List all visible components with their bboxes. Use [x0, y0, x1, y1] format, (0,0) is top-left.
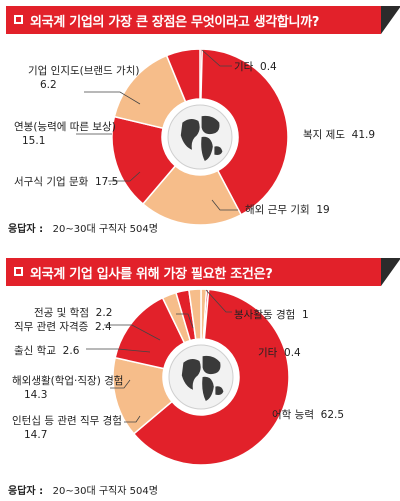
chart-2-label-abroad: 해외생활(학업·직장) 경험 14.3 — [12, 374, 123, 402]
respondents-label: 응답자 : — [8, 486, 44, 497]
slice-value: 0.4 — [284, 347, 301, 359]
slice-label: 복지 제도 — [303, 129, 345, 141]
leader-line — [124, 415, 141, 423]
chart-1-label-culture: 서구식 기업 문화 17.5 — [14, 175, 118, 189]
chart-1-label-welfare: 복지 제도 41.9 — [303, 128, 375, 142]
chart-panel-1: 외국계 기업의 가장 큰 장점은 무엇이라고 생각합니까? 기타 0.4 복지 … — [0, 0, 400, 245]
slice-label: 인턴십 등 관련 직무 경험 — [12, 415, 122, 427]
slice-label: 봉사활동 경험 — [234, 309, 296, 321]
chart-1-label-etc: 기타 0.4 — [234, 60, 277, 74]
leader-line — [104, 324, 161, 341]
leader-line — [86, 348, 151, 353]
respondents-label: 응답자 : — [8, 224, 44, 235]
slice-value: 2.2 — [95, 307, 113, 319]
globe-icon — [167, 104, 233, 170]
slice-label: 서구식 기업 문화 — [14, 176, 89, 188]
slice-value: 6.2 — [40, 79, 57, 91]
slice-value: 14.3 — [24, 389, 48, 401]
chart-2-label-language: 어학 능력 62.5 — [272, 408, 344, 422]
slice-label: 전공 및 학점 — [34, 307, 89, 319]
leader-line — [211, 199, 238, 211]
chart-panel-2: 외국계 기업 입사를 위해 가장 필요한 조건은? 봉사활동 경험 1 기타 0… — [0, 252, 400, 501]
slice-label: 해외 근무 기회 — [245, 204, 310, 216]
chart-1-respondents: 응답자 : 20~30대 구직자 504명 — [8, 220, 158, 235]
slice-label: 기타 — [258, 347, 278, 359]
pie-slice-3 — [141, 164, 243, 226]
slice-label: 연봉(능력에 따른 보상) — [14, 121, 116, 133]
chart-1-donut — [76, 48, 289, 226]
leader-line — [176, 313, 194, 329]
square-bullet-icon — [14, 267, 23, 276]
globe-icon — [168, 344, 234, 410]
slice-label: 기타 — [234, 61, 254, 73]
pie-slice-8 — [188, 288, 202, 341]
leader-line — [110, 379, 131, 389]
chart-2-label-etc: 기타 0.4 — [258, 346, 301, 360]
slice-value: 2.4 — [94, 321, 112, 333]
respondents-value: 20~30대 구직자 504명 — [52, 486, 158, 497]
chart-2-respondents: 응답자 : 20~30대 구직자 504명 — [8, 482, 158, 497]
leader-line — [205, 289, 232, 313]
chart-1-title: 외국계 기업의 가장 큰 장점은 무엇이라고 생각합니까? — [30, 15, 320, 30]
pie-slice-3 — [132, 288, 290, 466]
slice-value: 15.1 — [22, 135, 46, 147]
leader-line — [108, 171, 141, 182]
slice-label: 직무 관련 자격증 — [14, 321, 89, 333]
leader-line — [201, 49, 232, 67]
slice-label: 기업 인지도(브랜드 가치) — [28, 65, 140, 77]
chart-2-label-volunteer: 봉사활동 경험 1 — [234, 308, 309, 322]
slice-value: 62.5 — [320, 409, 345, 421]
respondents-value: 20~30대 구직자 504명 — [52, 224, 158, 235]
slice-value: 2.6 — [62, 345, 80, 357]
chart-1-title-banner: 외국계 기업의 가장 큰 장점은 무엇이라고 생각합니까? — [6, 6, 400, 34]
chart-1-label-salary: 연봉(능력에 따른 보상) 15.1 — [14, 120, 116, 148]
chart-2-label-major: 전공 및 학점 2.2 — [34, 306, 112, 320]
chart-2-title-banner: 외국계 기업 입사를 위해 가장 필요한 조건은? — [6, 258, 400, 286]
slice-value: 14.7 — [24, 429, 48, 441]
leader-line — [84, 91, 141, 105]
chart-2-label-certificate: 직무 관련 자격증 2.4 — [14, 320, 112, 334]
slice-label: 해외생활(학업·직장) 경험 — [12, 375, 124, 387]
slice-value: 17.5 — [94, 176, 119, 188]
chart-2-label-internship: 인턴십 등 관련 직무 경험 14.7 — [12, 414, 122, 442]
chart-2-label-school: 출신 학교 2.6 — [14, 344, 79, 358]
banner-corner-decoration — [381, 258, 400, 286]
square-bullet-icon — [14, 15, 23, 24]
chart-2-donut — [86, 288, 290, 466]
slice-value: 41.9 — [351, 129, 376, 141]
chart-2-title: 외국계 기업 입사를 위해 가장 필요한 조건은? — [30, 267, 273, 282]
banner-corner-decoration — [381, 6, 400, 34]
chart-1-label-overseas: 해외 근무 기회 19 — [245, 203, 330, 217]
slice-value: 19 — [316, 204, 330, 216]
pie-slice-6 — [165, 48, 201, 103]
chart-1-label-brand: 기업 인지도(브랜드 가치) 6.2 — [28, 64, 139, 92]
pie-slice-2 — [200, 48, 289, 216]
slice-label: 어학 능력 — [272, 409, 314, 421]
slice-label: 출신 학교 — [14, 345, 56, 357]
slice-value: 0.4 — [260, 61, 277, 73]
slice-value: 1 — [302, 309, 309, 321]
